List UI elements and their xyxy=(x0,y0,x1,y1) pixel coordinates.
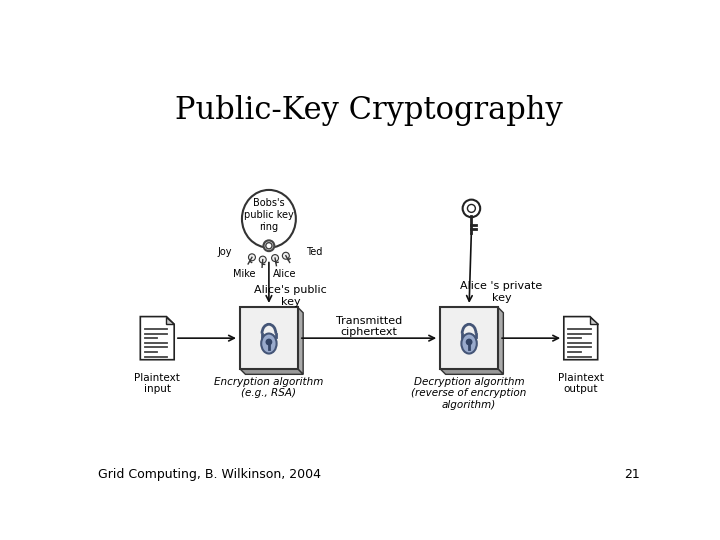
Text: 21: 21 xyxy=(624,468,640,481)
Text: Ted: Ted xyxy=(306,247,323,257)
Text: Grid Computing, B. Wilkinson, 2004: Grid Computing, B. Wilkinson, 2004 xyxy=(98,468,321,481)
Text: Alice: Alice xyxy=(273,269,296,279)
Circle shape xyxy=(248,254,256,261)
Text: Plaintext
output: Plaintext output xyxy=(558,373,603,394)
Polygon shape xyxy=(564,316,598,360)
Circle shape xyxy=(467,339,472,345)
Circle shape xyxy=(259,256,266,263)
Polygon shape xyxy=(498,307,503,374)
Polygon shape xyxy=(590,316,598,325)
Circle shape xyxy=(264,240,274,251)
Text: Decryption algorithm
(reverse of encryption
algorithm): Decryption algorithm (reverse of encrypt… xyxy=(411,377,527,410)
Text: Mike: Mike xyxy=(233,269,255,279)
Circle shape xyxy=(467,205,475,212)
Text: Public-Key Cryptography: Public-Key Cryptography xyxy=(175,96,563,126)
Circle shape xyxy=(271,254,279,261)
Ellipse shape xyxy=(261,334,276,354)
Circle shape xyxy=(282,252,289,259)
Text: Alice 's private
key: Alice 's private key xyxy=(460,281,543,303)
Circle shape xyxy=(266,339,271,345)
Polygon shape xyxy=(440,369,503,374)
FancyBboxPatch shape xyxy=(240,307,298,369)
Ellipse shape xyxy=(462,334,477,354)
Circle shape xyxy=(266,242,272,249)
Circle shape xyxy=(463,200,480,217)
Text: Alice's public
key: Alice's public key xyxy=(254,285,327,307)
Polygon shape xyxy=(140,316,174,360)
Text: Transmitted
ciphertext: Transmitted ciphertext xyxy=(336,316,402,338)
Text: Bobs's
public key
ring: Bobs's public key ring xyxy=(244,198,294,232)
Polygon shape xyxy=(166,316,174,325)
Ellipse shape xyxy=(242,190,296,248)
Text: Plaintext
input: Plaintext input xyxy=(135,373,180,394)
FancyBboxPatch shape xyxy=(440,307,498,369)
Polygon shape xyxy=(298,307,303,374)
Polygon shape xyxy=(240,369,303,374)
Text: Joy: Joy xyxy=(217,247,232,257)
Text: Encryption algorithm
(e.g., RSA): Encryption algorithm (e.g., RSA) xyxy=(215,377,323,399)
